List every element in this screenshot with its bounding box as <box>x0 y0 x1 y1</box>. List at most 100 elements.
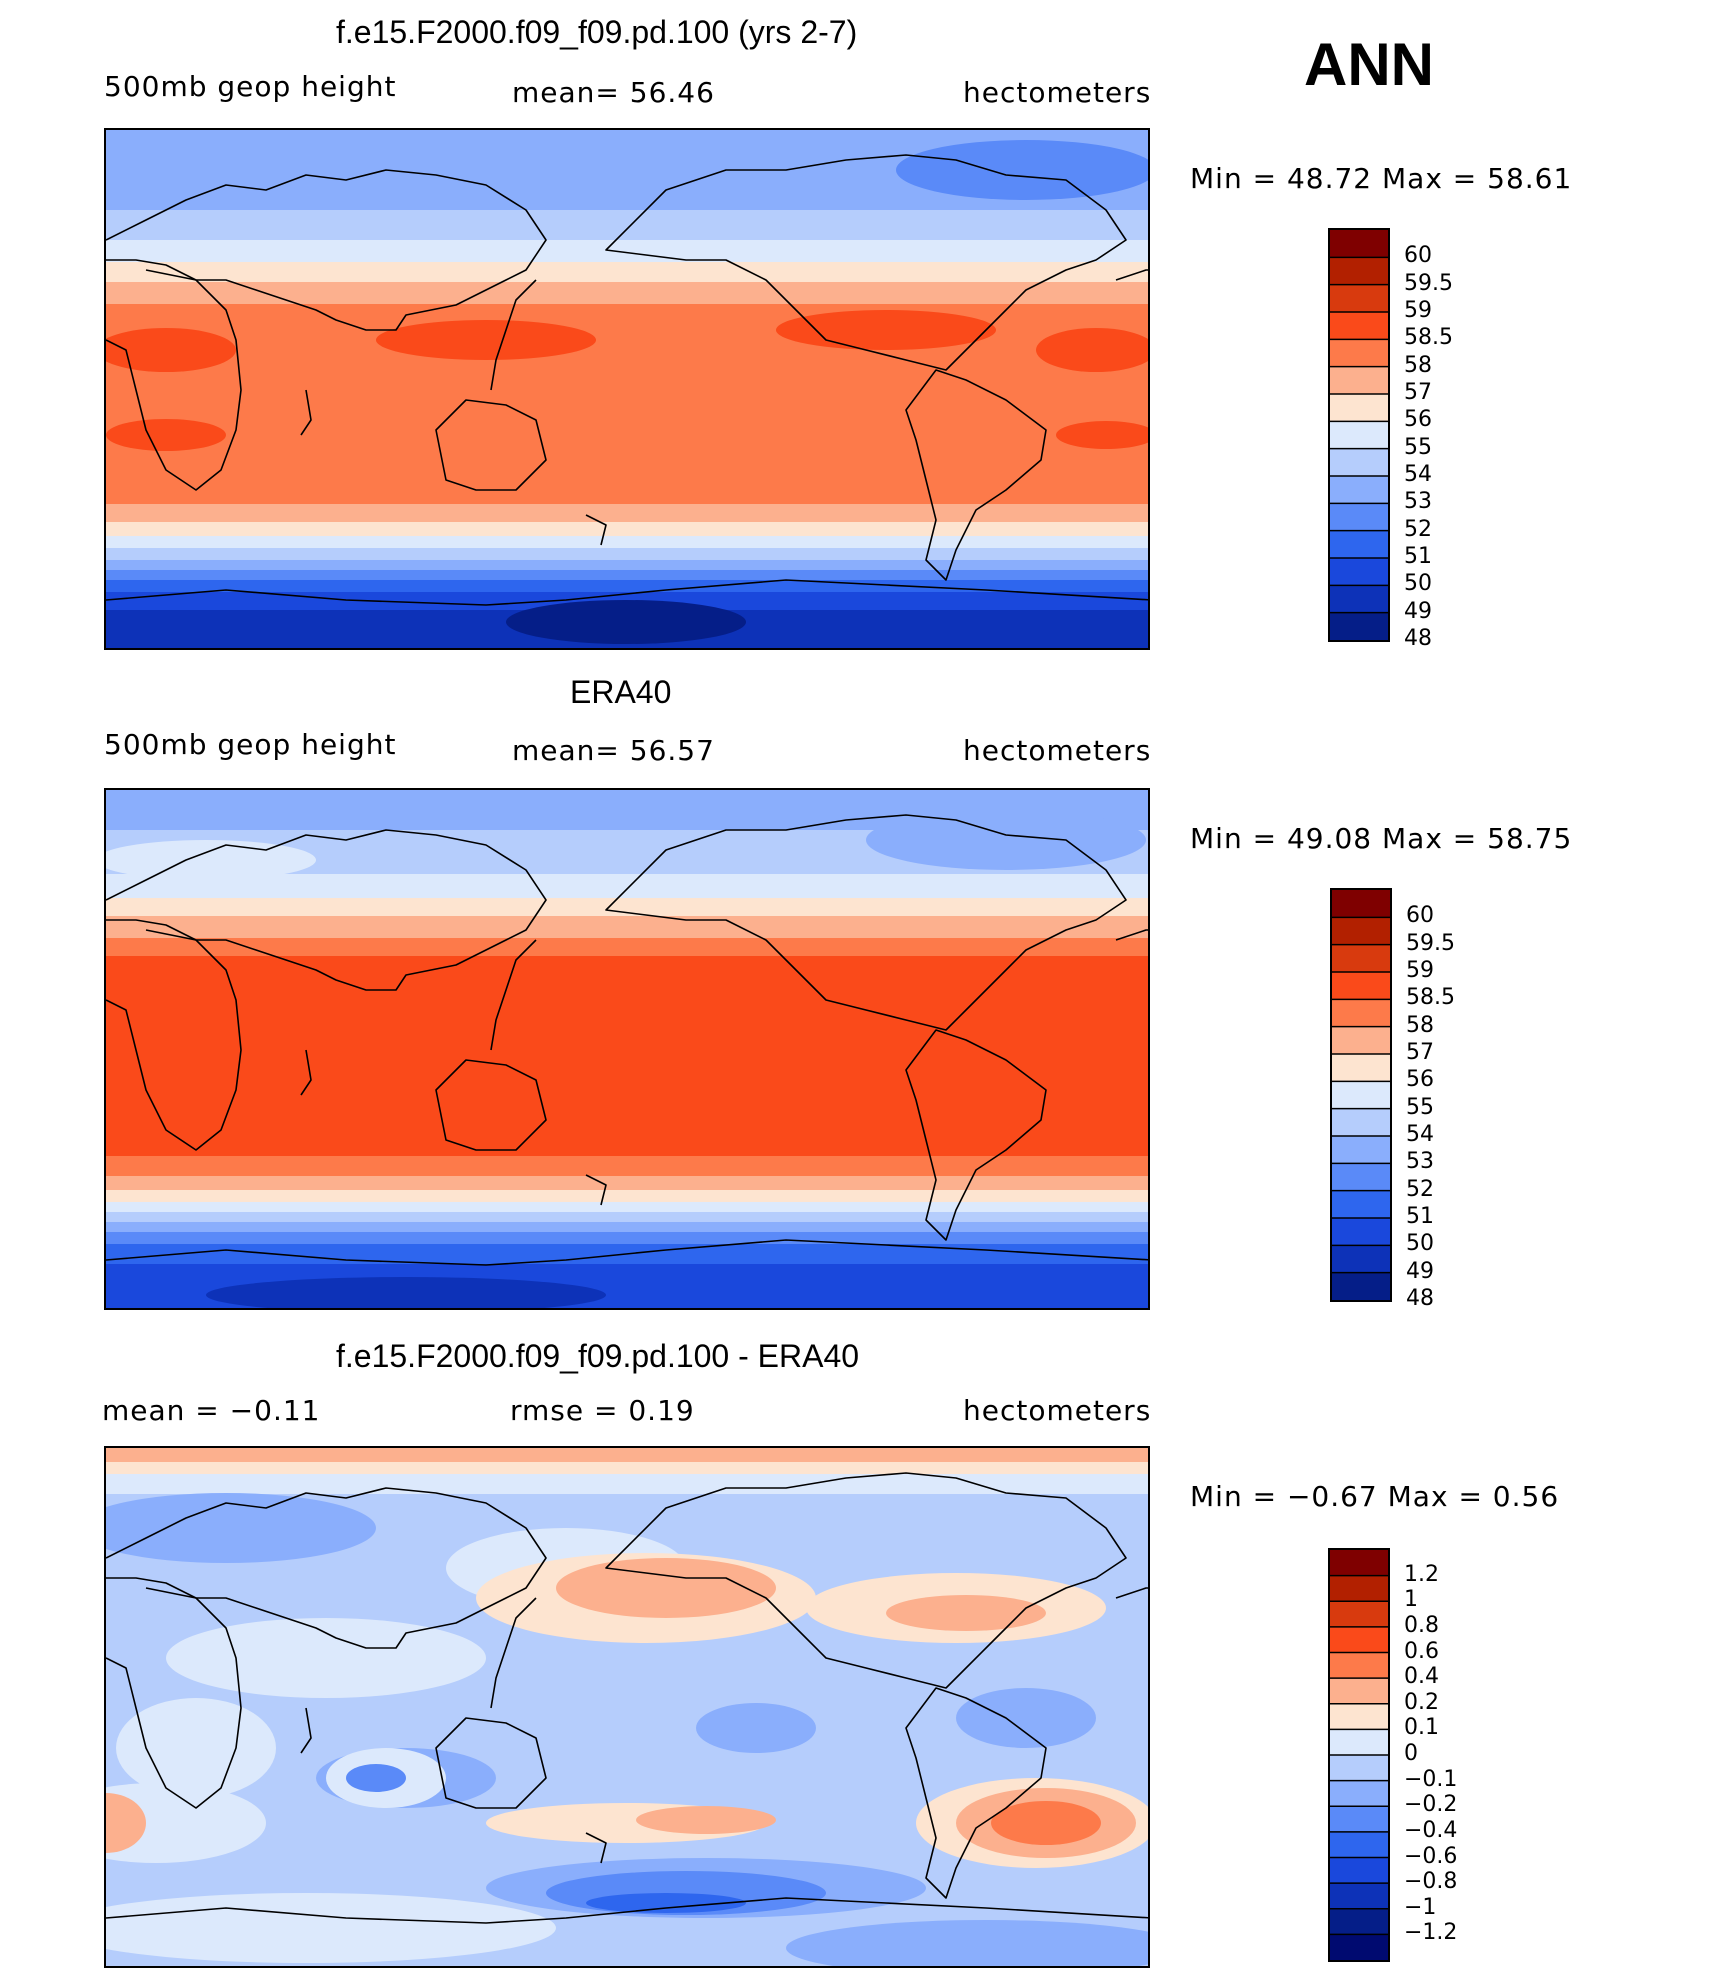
colorbar-swatch <box>1330 476 1388 504</box>
colorbar-swatch <box>1332 1081 1390 1110</box>
colorbar-swatch <box>1330 312 1388 340</box>
blob <box>506 600 746 644</box>
band <box>106 504 1148 522</box>
band <box>106 1156 1148 1176</box>
colorbar-tick-label: 53 <box>1404 489 1432 515</box>
band <box>106 938 1148 956</box>
band <box>106 1462 1148 1474</box>
panel1-map-svg <box>106 130 1148 648</box>
colorbar-tick-label: −1.2 <box>1404 1920 1458 1946</box>
colorbar-swatch <box>1330 257 1388 286</box>
panel1-units-label: hectometers <box>963 76 1152 109</box>
colorbar-tick-label: 52 <box>1404 516 1432 542</box>
blob <box>106 1893 556 1963</box>
blob <box>586 1893 746 1913</box>
colorbar-tick-label: 53 <box>1406 1149 1434 1175</box>
panel3-title: f.e15.F2000.f09_f09.pd.100 - ERA40 <box>336 1338 860 1374</box>
colorbar-swatch <box>1330 1601 1388 1628</box>
colorbar-swatch <box>1332 944 1390 973</box>
colorbar-tick-label: 59.5 <box>1406 930 1455 956</box>
band <box>106 956 1148 1156</box>
colorbar-tick-label: 51 <box>1404 544 1432 569</box>
blob <box>696 1703 816 1753</box>
blob <box>776 310 996 350</box>
season-label: ANN <box>1304 31 1434 98</box>
blob <box>1056 421 1148 449</box>
coastlines <box>106 1472 1148 1924</box>
colorbar-swatch <box>1332 999 1390 1028</box>
panel1-variable-label: 500mb geop height <box>104 70 397 103</box>
blob <box>1036 328 1148 372</box>
band <box>106 1202 1148 1212</box>
colorbar-swatch <box>1330 1908 1388 1935</box>
band <box>106 560 1148 570</box>
blob <box>106 1793 146 1853</box>
colorbar-swatch <box>1330 585 1388 614</box>
panel2-colorbar <box>1330 888 1392 1302</box>
colorbar-tick-label: −0.2 <box>1404 1792 1458 1818</box>
band <box>106 1176 1148 1190</box>
band <box>106 898 1148 916</box>
colorbar-tick-label: −0.1 <box>1404 1766 1458 1792</box>
colorbar-swatch <box>1330 1678 1388 1705</box>
colorbar-swatch <box>1332 972 1390 1000</box>
blob <box>556 1558 776 1618</box>
colorbar-tick-label: 1 <box>1404 1587 1418 1613</box>
blob <box>636 1806 776 1834</box>
colorbar-tick-label: 0.1 <box>1404 1715 1439 1741</box>
blob <box>786 1920 1148 1966</box>
colorbar-tick-label: 54 <box>1406 1122 1434 1147</box>
colorbar-swatch <box>1332 1272 1390 1300</box>
blob <box>106 840 316 880</box>
blob <box>991 1801 1101 1845</box>
colorbar-tick-label: 59 <box>1406 958 1434 983</box>
colorbar-swatch <box>1332 1218 1390 1246</box>
panel1-colorbar <box>1328 228 1390 642</box>
colorbar-swatch <box>1330 503 1388 532</box>
band <box>106 916 1148 938</box>
colorbar-tick-label: 52 <box>1406 1176 1434 1202</box>
blob <box>106 1493 376 1563</box>
panel1-minmax: Min = 48.72 Max = 58.61 <box>1190 162 1573 195</box>
blob <box>206 1277 606 1308</box>
colorbar-swatch <box>1330 1883 1388 1910</box>
colorbar-swatch <box>1330 1755 1388 1782</box>
colorbar-swatch <box>1330 612 1388 640</box>
colorbar-swatch <box>1332 1136 1390 1164</box>
colorbar-tick-label: 56 <box>1406 1067 1434 1093</box>
colorbar-swatch <box>1330 339 1388 368</box>
colorbar-swatch <box>1330 530 1388 559</box>
colorbar-swatch <box>1332 1245 1390 1274</box>
band <box>106 570 1148 580</box>
colorbar-swatch <box>1332 917 1390 946</box>
band <box>106 1190 1148 1202</box>
band <box>106 210 1148 240</box>
panel3-colorbar-svg <box>1330 1550 1388 1960</box>
coastlines <box>106 154 1148 606</box>
colorbar-swatch <box>1330 1729 1388 1756</box>
panel2-mean-label: mean= 56.57 <box>512 734 715 767</box>
colorbar-tick-label: 58 <box>1404 352 1432 378</box>
band <box>106 548 1148 560</box>
colorbar-tick-label: −0.4 <box>1404 1817 1458 1843</box>
colorbar-tick-label: 57 <box>1404 380 1432 405</box>
colorbar-tick-label: 55 <box>1406 1094 1434 1120</box>
blob <box>866 810 1146 870</box>
colorbar-tick-label: 60 <box>1406 903 1434 929</box>
colorbar-tick-label: 48 <box>1404 626 1432 651</box>
panel3-mean-label: mean = −0.11 <box>102 1394 321 1427</box>
colorbar-tick-label: 58 <box>1406 1012 1434 1038</box>
colorbar-swatch <box>1330 1780 1388 1807</box>
colorbar-tick-label: 59.5 <box>1404 270 1453 296</box>
panel3-map-svg <box>106 1448 1148 1966</box>
colorbar-swatch <box>1330 1626 1388 1654</box>
colorbar-swatch <box>1330 394 1388 422</box>
colorbar-swatch <box>1330 1806 1388 1833</box>
colorbar-tick-label: 0.4 <box>1404 1664 1439 1690</box>
colorbar-swatch <box>1330 1575 1388 1602</box>
colorbar-tick-label: 60 <box>1404 243 1432 269</box>
blob <box>956 1688 1096 1748</box>
colorbar-tick-label: 49 <box>1404 598 1432 624</box>
panel2-map <box>104 788 1150 1310</box>
colorbar-tick-label: −0.8 <box>1404 1869 1458 1895</box>
